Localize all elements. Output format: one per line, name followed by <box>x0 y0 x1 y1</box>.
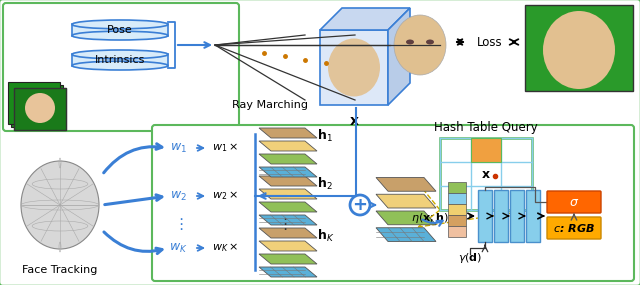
Text: $w_K$: $w_K$ <box>169 241 188 255</box>
Text: $\eta(\mathbf{x}; \mathbf{h})$: $\eta(\mathbf{x}; \mathbf{h})$ <box>411 211 449 225</box>
Polygon shape <box>320 8 410 30</box>
Polygon shape <box>259 202 317 212</box>
Text: Ray Marching: Ray Marching <box>232 100 308 110</box>
Polygon shape <box>259 241 317 251</box>
FancyBboxPatch shape <box>448 193 466 204</box>
Ellipse shape <box>328 38 380 97</box>
FancyBboxPatch shape <box>440 138 532 210</box>
FancyBboxPatch shape <box>11 85 63 127</box>
Polygon shape <box>376 228 436 241</box>
Ellipse shape <box>426 40 434 44</box>
Polygon shape <box>259 167 317 177</box>
FancyBboxPatch shape <box>3 3 239 131</box>
Polygon shape <box>259 228 317 238</box>
Circle shape <box>350 195 370 215</box>
Text: $\gamma(\mathbf{d})$: $\gamma(\mathbf{d})$ <box>458 251 482 265</box>
FancyBboxPatch shape <box>547 217 601 239</box>
Polygon shape <box>376 211 436 225</box>
Text: $\vdots$: $\vdots$ <box>277 216 287 232</box>
Text: $w_2 \times$: $w_2 \times$ <box>212 190 238 202</box>
Text: $w_2$: $w_2$ <box>170 190 186 203</box>
FancyBboxPatch shape <box>478 190 492 242</box>
FancyBboxPatch shape <box>14 88 66 130</box>
FancyBboxPatch shape <box>448 182 466 193</box>
Text: Hash Table Query: Hash Table Query <box>434 121 538 135</box>
Polygon shape <box>259 267 317 277</box>
Text: $c$: RGB: $c$: RGB <box>553 222 595 234</box>
Ellipse shape <box>406 40 414 44</box>
Text: $\mathbf{x}$: $\mathbf{x}$ <box>349 114 360 128</box>
Text: Face Tracking: Face Tracking <box>22 265 98 275</box>
Text: Intrinsics: Intrinsics <box>95 55 145 65</box>
Text: Pose: Pose <box>107 25 133 35</box>
Polygon shape <box>259 254 317 264</box>
Polygon shape <box>320 30 388 105</box>
FancyBboxPatch shape <box>494 190 508 242</box>
Polygon shape <box>259 176 317 186</box>
Text: $\sigma$: $\sigma$ <box>569 196 579 209</box>
FancyBboxPatch shape <box>510 190 524 242</box>
Ellipse shape <box>72 20 168 29</box>
Text: Loss: Loss <box>477 36 503 48</box>
FancyBboxPatch shape <box>547 191 601 213</box>
FancyBboxPatch shape <box>525 5 633 91</box>
Text: $\mathbf{h}_1$: $\mathbf{h}_1$ <box>317 128 333 144</box>
FancyBboxPatch shape <box>470 138 501 162</box>
Text: +: + <box>353 196 367 214</box>
FancyBboxPatch shape <box>72 25 168 36</box>
Polygon shape <box>259 215 317 225</box>
Ellipse shape <box>72 61 168 70</box>
Polygon shape <box>259 141 317 151</box>
FancyBboxPatch shape <box>152 125 634 281</box>
FancyBboxPatch shape <box>448 226 466 237</box>
FancyBboxPatch shape <box>72 54 168 66</box>
Polygon shape <box>376 194 436 208</box>
Ellipse shape <box>72 50 168 59</box>
FancyBboxPatch shape <box>526 190 540 242</box>
Polygon shape <box>376 178 436 191</box>
Polygon shape <box>259 154 317 164</box>
Ellipse shape <box>543 11 615 89</box>
Polygon shape <box>259 128 317 138</box>
FancyBboxPatch shape <box>448 215 466 226</box>
Text: $\vdots$: $\vdots$ <box>173 216 183 232</box>
FancyBboxPatch shape <box>448 204 466 215</box>
Text: $\mathbf{x}$: $\mathbf{x}$ <box>481 168 491 180</box>
Text: $\mathbf{h}_2$: $\mathbf{h}_2$ <box>317 176 333 192</box>
Ellipse shape <box>72 31 168 40</box>
Ellipse shape <box>25 93 55 123</box>
Text: $w_K \times$: $w_K \times$ <box>212 242 238 255</box>
Text: $\mathbf{h}_K$: $\mathbf{h}_K$ <box>317 228 334 244</box>
Ellipse shape <box>394 15 446 75</box>
Text: $w_1 \times$: $w_1 \times$ <box>212 142 238 154</box>
FancyBboxPatch shape <box>8 82 60 124</box>
Text: $w_1$: $w_1$ <box>170 141 186 154</box>
FancyBboxPatch shape <box>14 88 66 130</box>
Polygon shape <box>259 189 317 199</box>
Ellipse shape <box>21 161 99 249</box>
Polygon shape <box>388 8 410 105</box>
